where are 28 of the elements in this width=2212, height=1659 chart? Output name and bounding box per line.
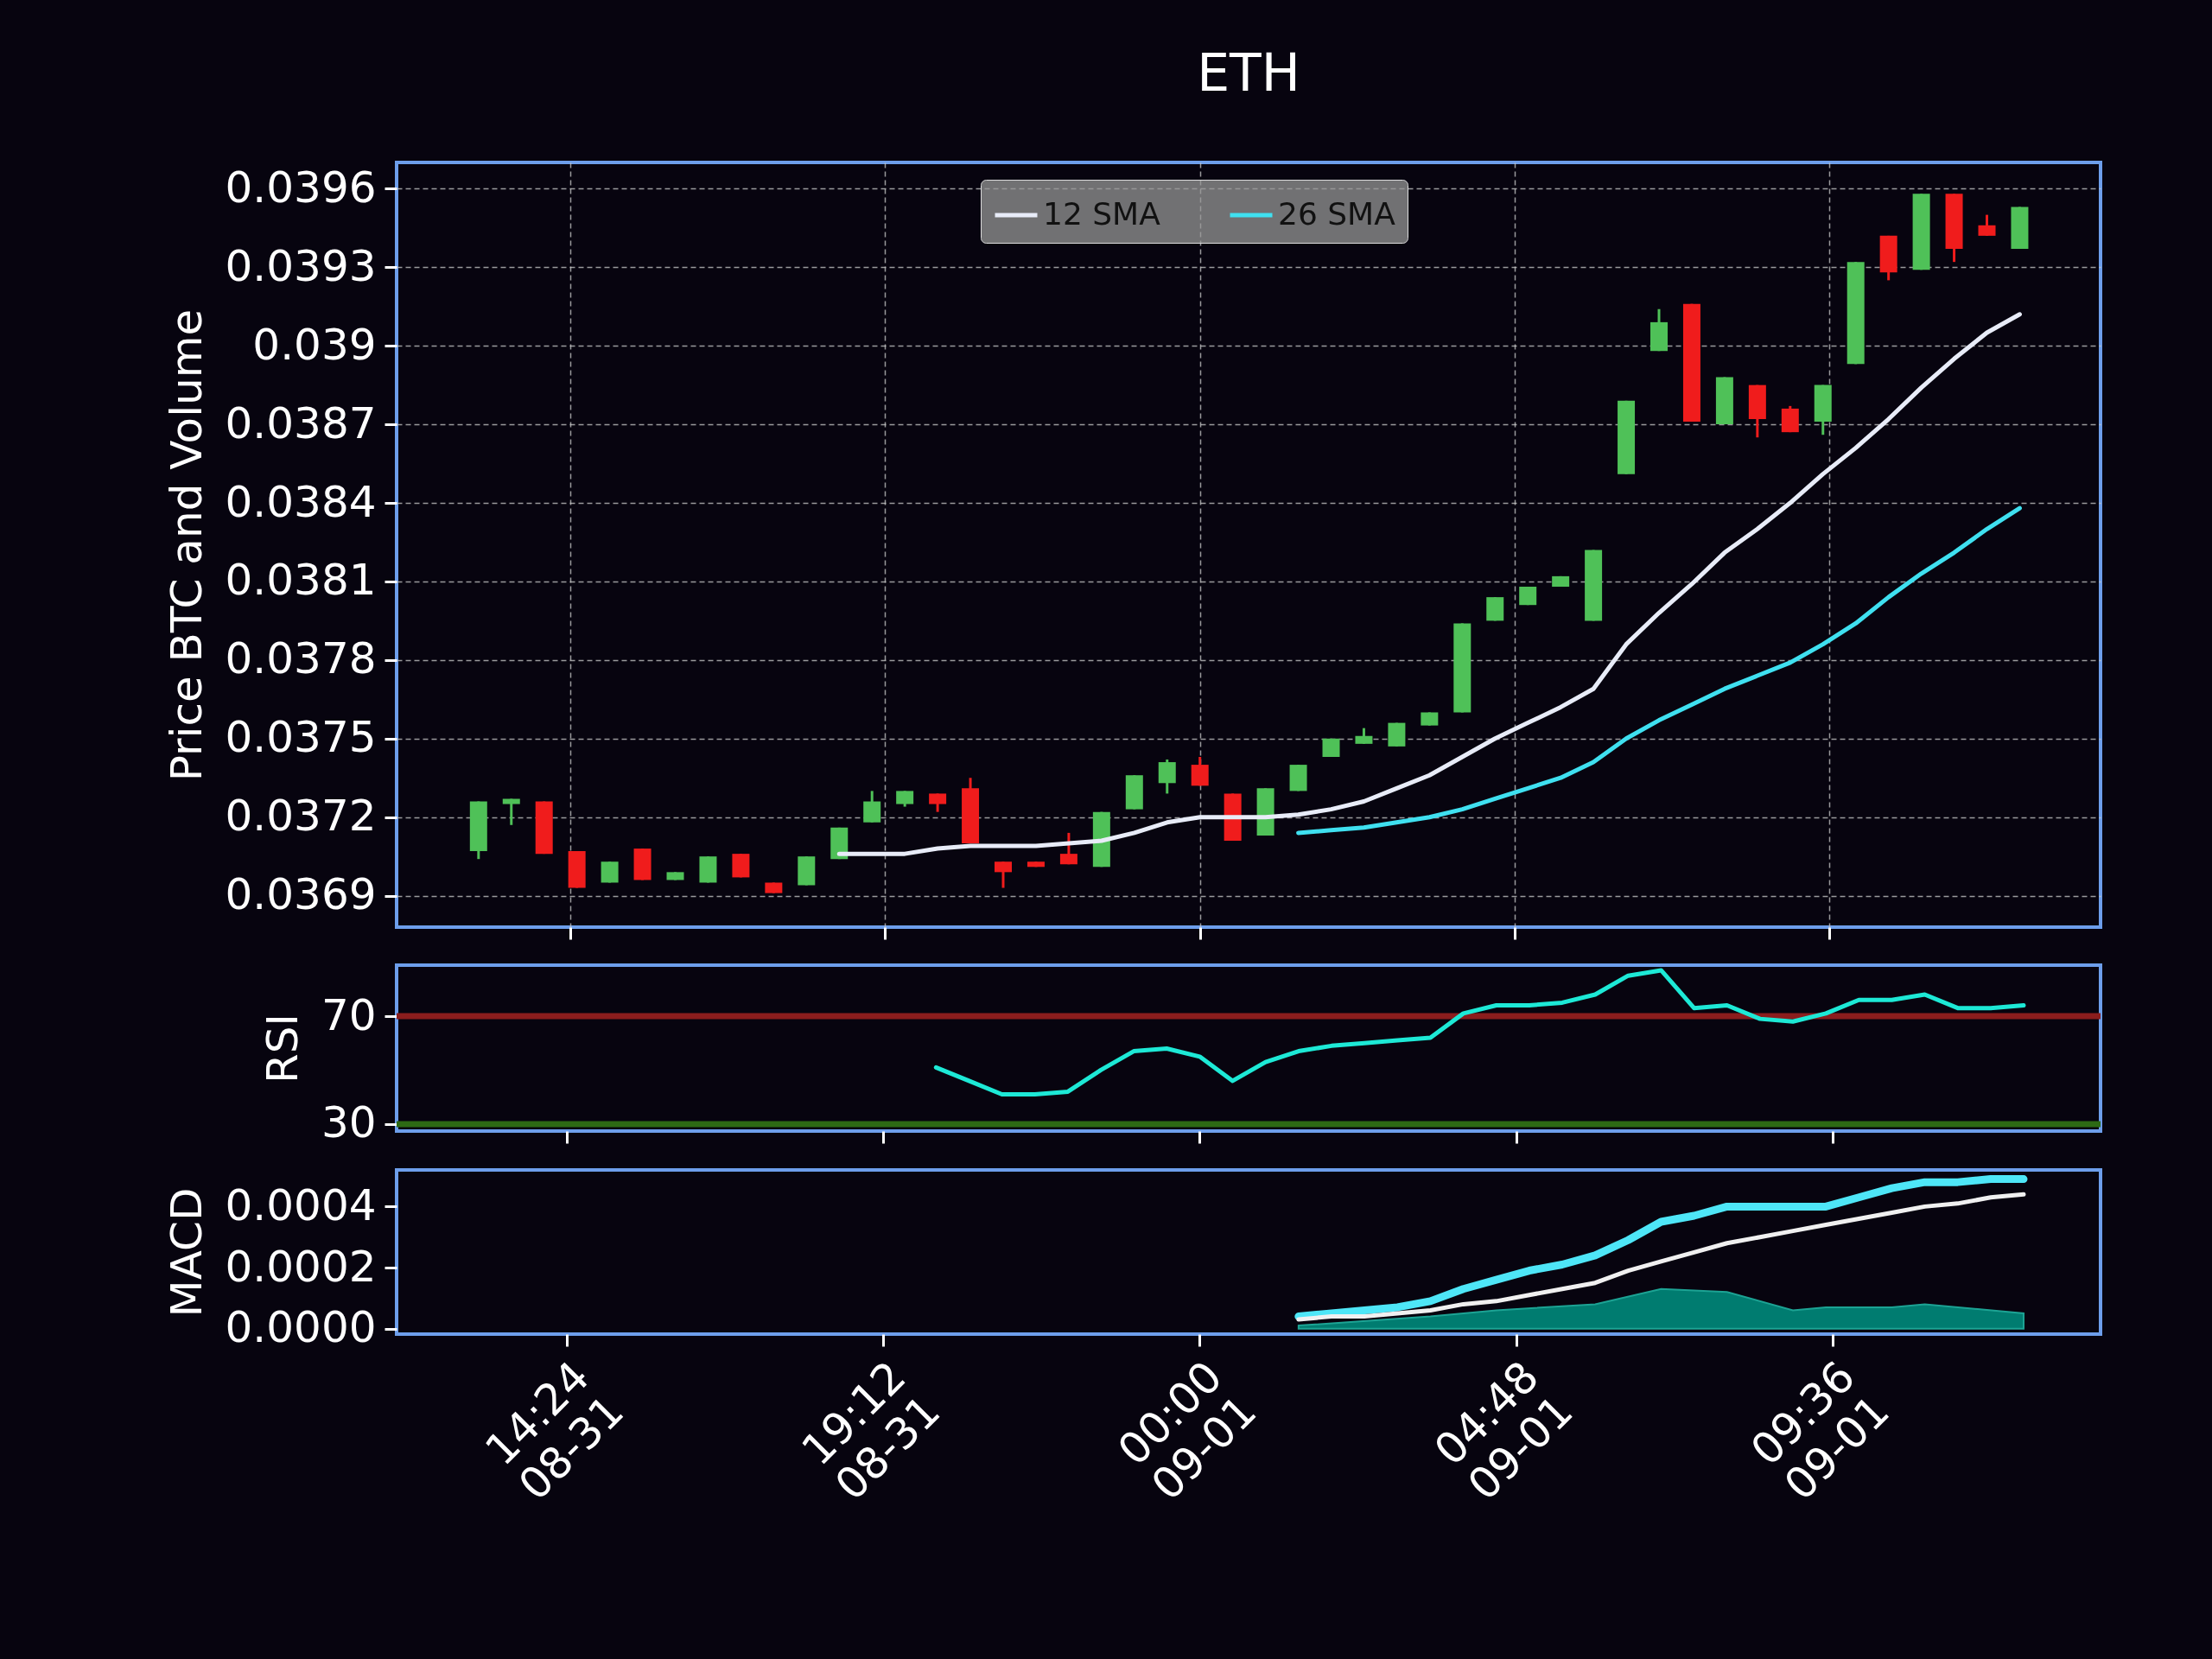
y-tick-label: 0.0372 <box>225 791 377 842</box>
y-tick-label: 0.0384 <box>225 476 377 527</box>
candlestick <box>1978 214 1996 236</box>
y-tick-label: 0.0000 <box>225 1302 377 1353</box>
y-tick-label: 0.0381 <box>225 555 377 606</box>
y-tick-label: 0.0378 <box>225 633 377 684</box>
y-tick-label: 0.0396 <box>225 162 377 213</box>
y-tick-label: 70 <box>321 989 377 1040</box>
y-axis-title: MACD <box>161 1187 212 1318</box>
y-tick-label: 30 <box>321 1097 377 1148</box>
y-tick-label: 0.0387 <box>225 397 377 448</box>
candlestick <box>502 798 520 825</box>
candlestick <box>1355 728 1373 744</box>
y-axis-title: RSI <box>257 1013 308 1084</box>
y-tick-label: 0.039 <box>252 319 377 370</box>
candlestick <box>896 791 914 807</box>
y-tick-label: 0.0369 <box>225 869 377 920</box>
y-tick-label: 0.0004 <box>225 1179 377 1230</box>
y-tick-label: 0.0393 <box>225 240 377 291</box>
candlestick <box>929 793 947 812</box>
y-tick-label: 0.0375 <box>225 712 377 763</box>
y-tick-label: 0.0002 <box>225 1241 377 1292</box>
candlestick <box>1059 831 1077 865</box>
chart-title: ETH <box>1197 42 1300 103</box>
candlestick <box>995 861 1013 888</box>
legend-label: 26 SMA <box>1278 196 1396 232</box>
y-axis-title: Price BTC and Volume <box>161 308 212 782</box>
legend-label: 12 SMA <box>1043 196 1161 232</box>
